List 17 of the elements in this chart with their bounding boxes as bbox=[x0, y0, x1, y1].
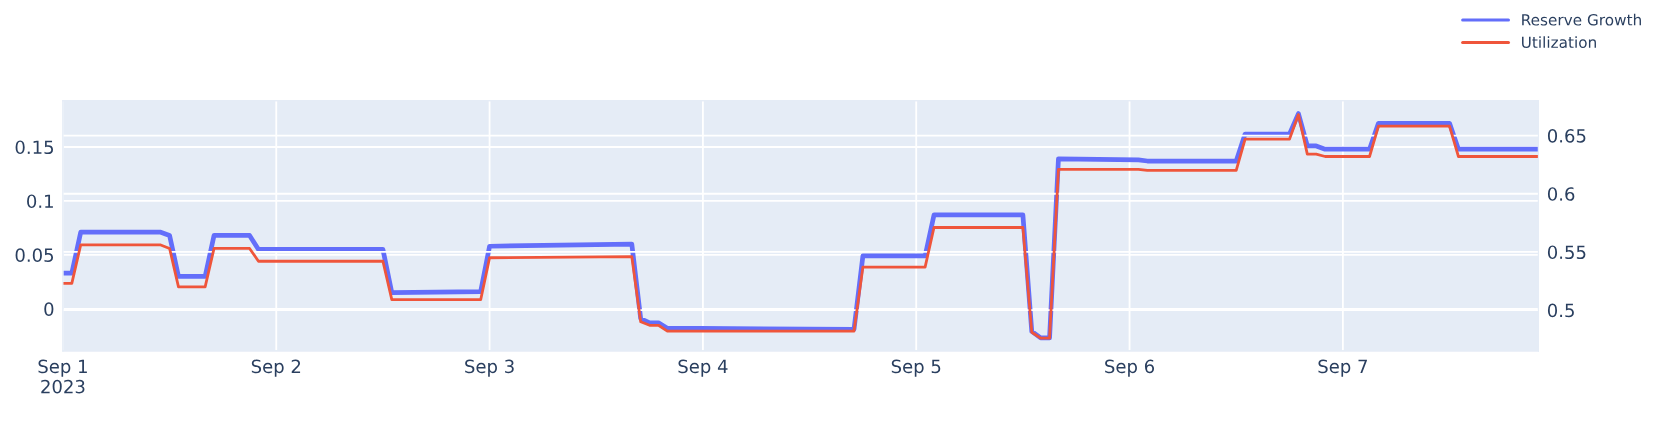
y2-tick-label: 0.55 bbox=[1547, 245, 1586, 260]
x-tick-label: Sep 6 bbox=[1105, 359, 1155, 377]
x-tick-label: Sep 1 2023 bbox=[38, 359, 87, 394]
y-tick-label: 0.1 bbox=[27, 194, 53, 209]
y2-tick-label: 0.5 bbox=[1547, 303, 1574, 318]
x-tick-label: Sep 7 bbox=[1318, 359, 1367, 377]
x-tick-label: Sep 5 bbox=[891, 359, 941, 377]
legend-label: Reserve Growth bbox=[1522, 13, 1641, 26]
y2-tick-label: 0.65 bbox=[1547, 129, 1586, 143]
y-tick-label: 0.15 bbox=[15, 140, 54, 155]
y-tick-label: 0.05 bbox=[15, 248, 54, 262]
x-tick-label: Sep 3 bbox=[465, 359, 514, 377]
legend-label: Utilization bbox=[1522, 36, 1596, 48]
y-tick-label: 0 bbox=[44, 302, 54, 316]
x-tick-label: Sep 4 bbox=[678, 359, 728, 377]
x-tick-label: Sep 2 bbox=[251, 359, 301, 377]
y2-tick-label: 0.6 bbox=[1547, 187, 1575, 201]
